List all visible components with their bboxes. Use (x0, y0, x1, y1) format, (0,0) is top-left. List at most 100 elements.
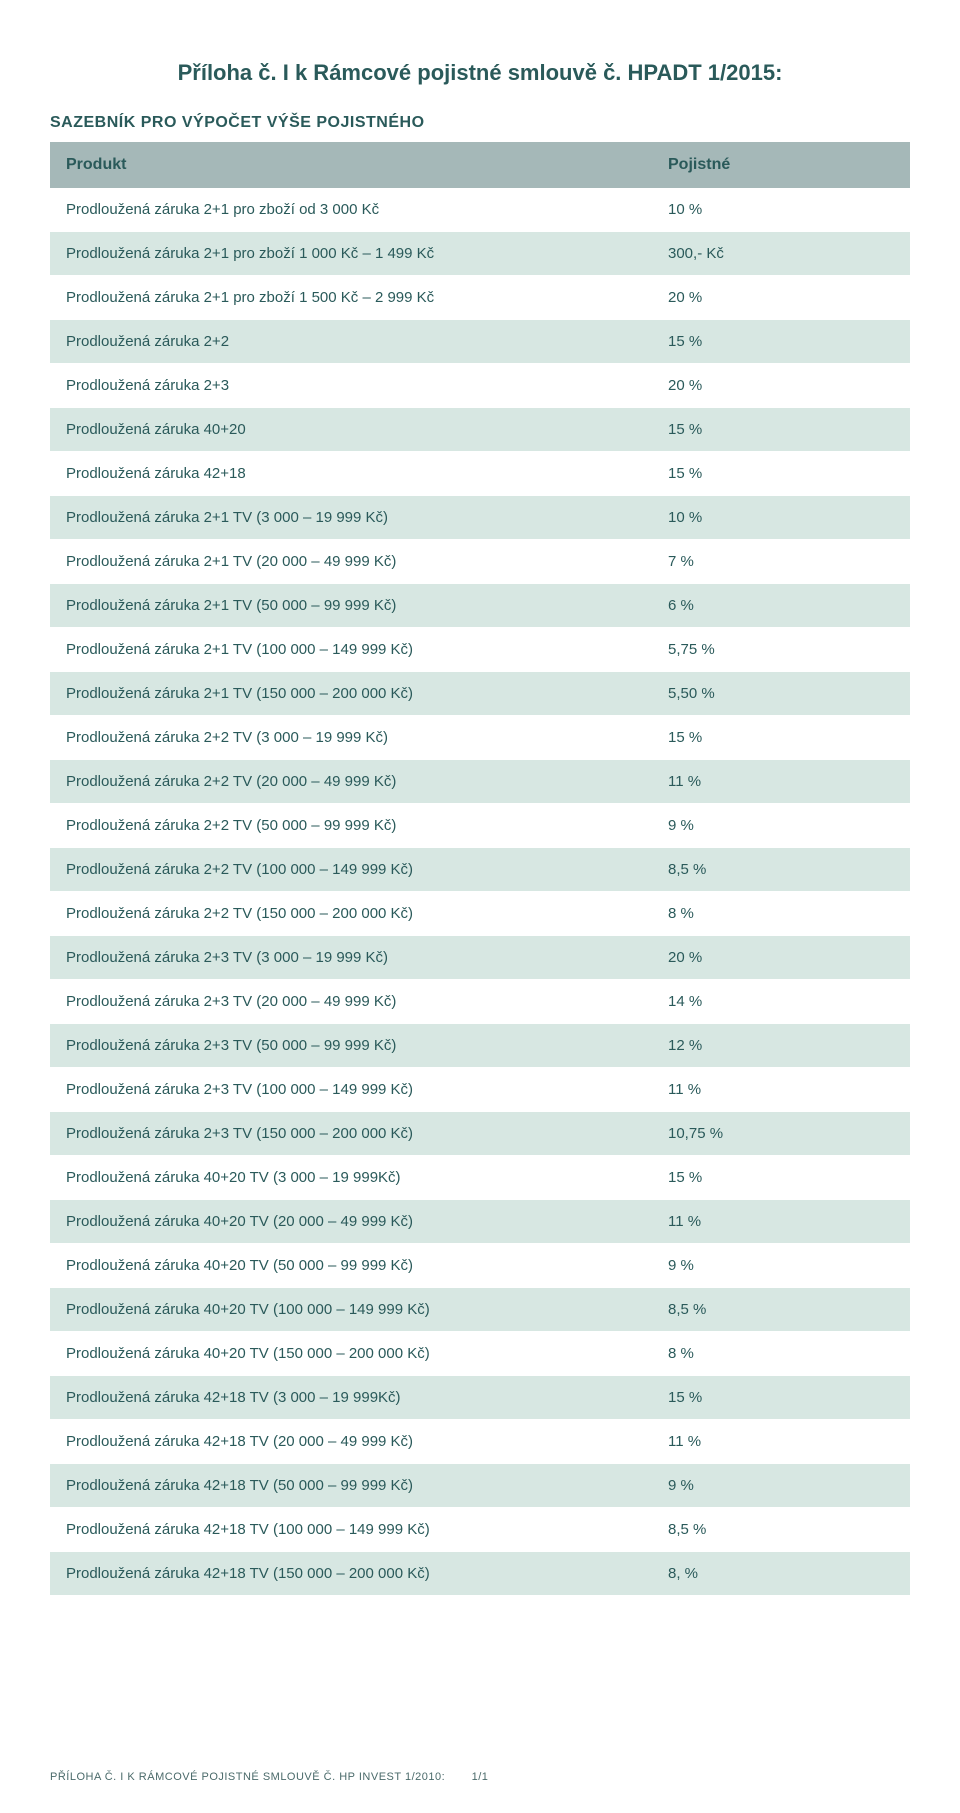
table-row: Prodloužená záruka 2+3 TV (20 000 – 49 9… (50, 980, 910, 1024)
value-cell: 11 % (652, 1068, 910, 1112)
value-cell: 5,75 % (652, 628, 910, 672)
page-subtitle: SAZEBNÍK PRO VÝPOČET VÝŠE POJISTNÉHO (50, 114, 910, 132)
product-cell: Prodloužená záruka 40+20 (50, 408, 652, 452)
table-row: Prodloužená záruka 40+2015 % (50, 408, 910, 452)
product-cell: Prodloužená záruka 2+1 TV (50 000 – 99 9… (50, 584, 652, 628)
table-row: Prodloužená záruka 2+3 TV (100 000 – 149… (50, 1068, 910, 1112)
table-row: Prodloužená záruka 2+3 TV (150 000 – 200… (50, 1112, 910, 1156)
product-cell: Prodloužená záruka 2+3 TV (20 000 – 49 9… (50, 980, 652, 1024)
table-row: Prodloužená záruka 40+20 TV (20 000 – 49… (50, 1200, 910, 1244)
product-cell: Prodloužená záruka 2+1 pro zboží 1 500 K… (50, 276, 652, 320)
table-row: Prodloužená záruka 2+2 TV (20 000 – 49 9… (50, 760, 910, 804)
product-cell: Prodloužená záruka 2+2 TV (50 000 – 99 9… (50, 804, 652, 848)
product-cell: Prodloužená záruka 42+18 TV (3 000 – 19 … (50, 1376, 652, 1420)
value-cell: 10 % (652, 188, 910, 232)
table-row: Prodloužená záruka 2+1 TV (150 000 – 200… (50, 672, 910, 716)
product-cell: Prodloužená záruka 2+2 TV (3 000 – 19 99… (50, 716, 652, 760)
table-row: Prodloužená záruka 2+1 pro zboží od 3 00… (50, 188, 910, 232)
product-cell: Prodloužená záruka 42+18 TV (20 000 – 49… (50, 1420, 652, 1464)
table-row: Prodloužená záruka 40+20 TV (100 000 – 1… (50, 1288, 910, 1332)
footer-page-number: 1/1 (472, 1771, 489, 1783)
value-cell: 8,5 % (652, 1288, 910, 1332)
table-row: Prodloužená záruka 2+2 TV (150 000 – 200… (50, 892, 910, 936)
value-cell: 7 % (652, 540, 910, 584)
table-row: Prodloužená záruka 2+3 TV (3 000 – 19 99… (50, 936, 910, 980)
table-row: Prodloužená záruka 42+18 TV (150 000 – 2… (50, 1552, 910, 1596)
product-cell: Prodloužená záruka 40+20 TV (20 000 – 49… (50, 1200, 652, 1244)
table-row: Prodloužená záruka 42+1815 % (50, 452, 910, 496)
value-cell: 15 % (652, 1376, 910, 1420)
table-row: Prodloužená záruka 2+3 TV (50 000 – 99 9… (50, 1024, 910, 1068)
value-cell: 15 % (652, 452, 910, 496)
product-cell: Prodloužená záruka 2+3 TV (150 000 – 200… (50, 1112, 652, 1156)
product-cell: Prodloužená záruka 42+18 (50, 452, 652, 496)
value-cell: 10,75 % (652, 1112, 910, 1156)
value-cell: 20 % (652, 276, 910, 320)
table-row: Prodloužená záruka 2+1 TV (3 000 – 19 99… (50, 496, 910, 540)
table-row: Prodloužená záruka 2+2 TV (100 000 – 149… (50, 848, 910, 892)
product-cell: Prodloužená záruka 40+20 TV (3 000 – 19 … (50, 1156, 652, 1200)
table-row: Prodloužená záruka 2+1 TV (100 000 – 149… (50, 628, 910, 672)
product-cell: Prodloužená záruka 2+2 TV (100 000 – 149… (50, 848, 652, 892)
table-row: Prodloužená záruka 2+1 TV (50 000 – 99 9… (50, 584, 910, 628)
value-cell: 15 % (652, 1156, 910, 1200)
value-cell: 8,5 % (652, 848, 910, 892)
value-cell: 8 % (652, 892, 910, 936)
value-cell: 8, % (652, 1552, 910, 1596)
table-row: Prodloužená záruka 2+2 TV (50 000 – 99 9… (50, 804, 910, 848)
value-cell: 14 % (652, 980, 910, 1024)
product-cell: Prodloužená záruka 40+20 TV (50 000 – 99… (50, 1244, 652, 1288)
product-cell: Prodloužená záruka 2+2 TV (20 000 – 49 9… (50, 760, 652, 804)
page-title: Příloha č. I k Rámcové pojistné smlouvě … (50, 60, 910, 86)
value-cell: 8 % (652, 1332, 910, 1376)
table-row: Prodloužená záruka 2+320 % (50, 364, 910, 408)
product-cell: Prodloužená záruka 40+20 TV (100 000 – 1… (50, 1288, 652, 1332)
value-cell: 20 % (652, 936, 910, 980)
value-cell: 11 % (652, 760, 910, 804)
product-cell: Prodloužená záruka 2+1 TV (100 000 – 149… (50, 628, 652, 672)
table-row: Prodloužená záruka 2+1 pro zboží 1 000 K… (50, 232, 910, 276)
table-row: Prodloužená záruka 2+1 pro zboží 1 500 K… (50, 276, 910, 320)
value-cell: 15 % (652, 716, 910, 760)
product-cell: Prodloužená záruka 42+18 TV (100 000 – 1… (50, 1508, 652, 1552)
table-row: Prodloužená záruka 2+215 % (50, 320, 910, 364)
value-cell: 6 % (652, 584, 910, 628)
table-row: Prodloužená záruka 42+18 TV (50 000 – 99… (50, 1464, 910, 1508)
table-row: Prodloužená záruka 42+18 TV (3 000 – 19 … (50, 1376, 910, 1420)
table-row: Prodloužená záruka 42+18 TV (100 000 – 1… (50, 1508, 910, 1552)
product-cell: Prodloužená záruka 2+1 TV (3 000 – 19 99… (50, 496, 652, 540)
table-row: Prodloužená záruka 40+20 TV (3 000 – 19 … (50, 1156, 910, 1200)
value-cell: 300,- Kč (652, 232, 910, 276)
table-row: Prodloužená záruka 40+20 TV (150 000 – 2… (50, 1332, 910, 1376)
product-cell: Prodloužená záruka 2+1 TV (20 000 – 49 9… (50, 540, 652, 584)
col-value-header: Pojistné (652, 142, 910, 188)
value-cell: 11 % (652, 1420, 910, 1464)
product-cell: Prodloužená záruka 42+18 TV (50 000 – 99… (50, 1464, 652, 1508)
product-cell: Prodloužená záruka 42+18 TV (150 000 – 2… (50, 1552, 652, 1596)
value-cell: 5,50 % (652, 672, 910, 716)
value-cell: 15 % (652, 320, 910, 364)
value-cell: 15 % (652, 408, 910, 452)
product-cell: Prodloužená záruka 2+1 pro zboží 1 000 K… (50, 232, 652, 276)
value-cell: 9 % (652, 804, 910, 848)
value-cell: 20 % (652, 364, 910, 408)
product-cell: Prodloužená záruka 2+3 TV (100 000 – 149… (50, 1068, 652, 1112)
product-cell: Prodloužená záruka 2+1 TV (150 000 – 200… (50, 672, 652, 716)
col-product-header: Produkt (50, 142, 652, 188)
table-row: Prodloužená záruka 2+1 TV (20 000 – 49 9… (50, 540, 910, 584)
table-row: Prodloužená záruka 2+2 TV (3 000 – 19 99… (50, 716, 910, 760)
footer-left-text: PŘÍLOHA Č. I K RÁMCOVÉ POJISTNÉ SMLOUVĚ … (50, 1771, 445, 1783)
product-cell: Prodloužená záruka 2+3 TV (3 000 – 19 99… (50, 936, 652, 980)
product-cell: Prodloužená záruka 2+3 TV (50 000 – 99 9… (50, 1024, 652, 1068)
value-cell: 10 % (652, 496, 910, 540)
table-row: Prodloužená záruka 42+18 TV (20 000 – 49… (50, 1420, 910, 1464)
page-footer: PŘÍLOHA Č. I K RÁMCOVÉ POJISTNÉ SMLOUVĚ … (50, 1771, 910, 1783)
value-cell: 9 % (652, 1464, 910, 1508)
product-cell: Prodloužená záruka 2+2 TV (150 000 – 200… (50, 892, 652, 936)
product-cell: Prodloužená záruka 2+3 (50, 364, 652, 408)
product-cell: Prodloužená záruka 2+1 pro zboží od 3 00… (50, 188, 652, 232)
pricing-table: Produkt Pojistné Prodloužená záruka 2+1 … (50, 142, 910, 1596)
product-cell: Prodloužená záruka 40+20 TV (150 000 – 2… (50, 1332, 652, 1376)
value-cell: 9 % (652, 1244, 910, 1288)
product-cell: Prodloužená záruka 2+2 (50, 320, 652, 364)
